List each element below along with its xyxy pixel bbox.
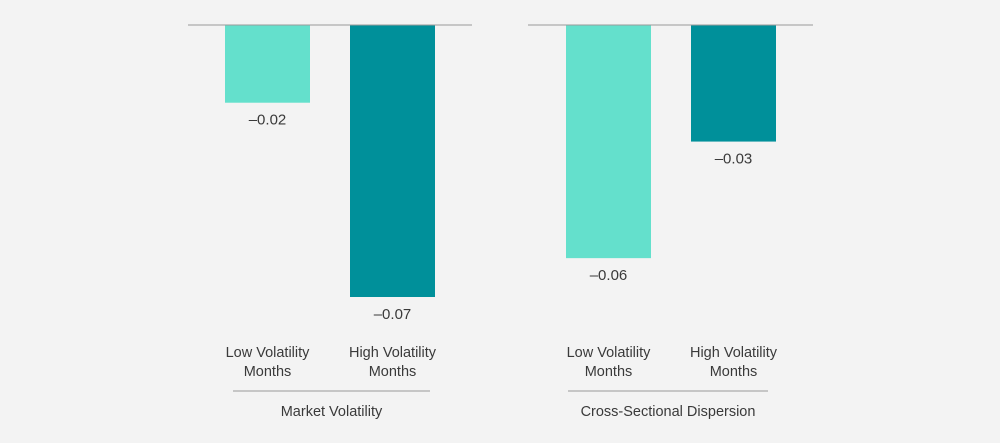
chart-panel-2: –0.06 Low Volatility Months –0.03 High Volat… [528, 24, 813, 420]
bar-high-volatility [691, 25, 776, 142]
category-label: Months [585, 364, 633, 380]
category-label: High Volatility [690, 345, 778, 361]
data-label: –0.07 [374, 306, 412, 323]
group-label: Cross-Sectional Dispersion [581, 404, 756, 420]
chart-panel-1: –0.02 Low Volatility Months –0.07 High Volat… [188, 24, 472, 420]
data-label: –0.03 [715, 151, 753, 168]
data-label: –0.02 [249, 112, 287, 129]
group-label: Market Volatility [281, 404, 383, 420]
bar-high-volatility [350, 25, 435, 297]
bar-low-volatility [566, 25, 651, 259]
category-label: Months [710, 364, 758, 380]
category-label: Low Volatility [226, 345, 311, 361]
category-label: Months [244, 364, 292, 380]
bar-low-volatility [225, 25, 310, 103]
data-label: –0.06 [590, 267, 628, 284]
category-label: High Volatility [349, 345, 437, 361]
category-label: Months [369, 364, 417, 380]
category-label: Low Volatility [567, 345, 652, 361]
